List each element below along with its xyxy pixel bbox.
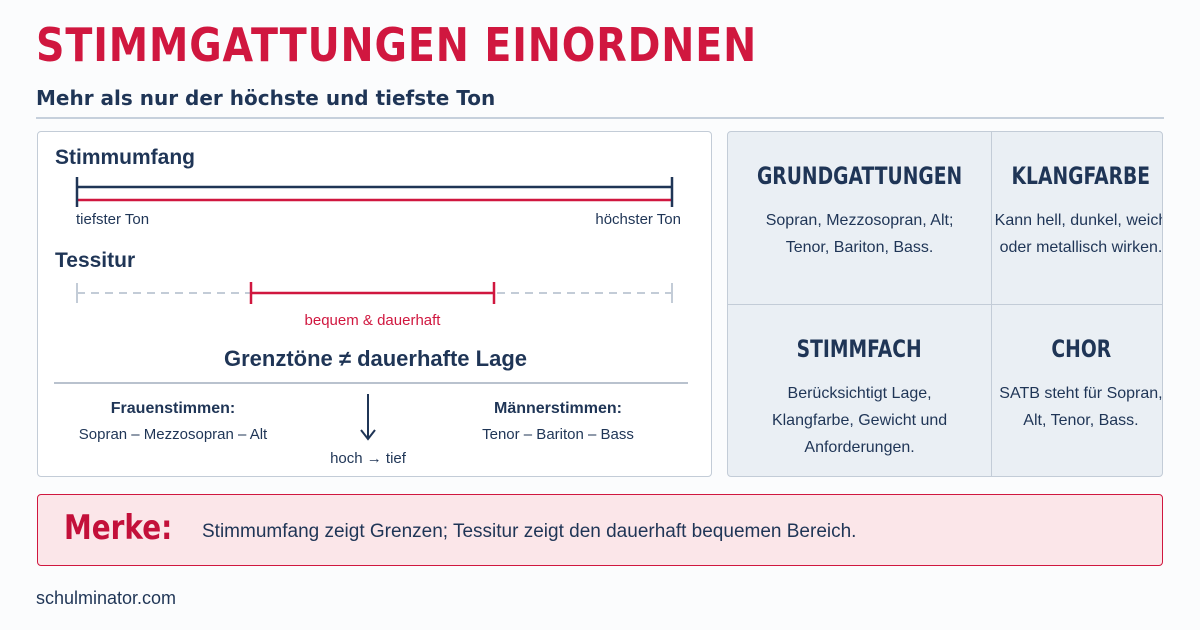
order-label: hoch → tief [330,450,406,467]
women-voices: Frauenstimmen: Sopran – Mezzosopran – Al… [58,400,288,443]
remember-text: Stimmumfang zeigt Grenzen; Tessitur zeig… [202,521,857,542]
card-title: GRUNDGATTUNGEN [756,162,963,190]
limits-heading: Grenztöne ≠ dauerhafte Lage [223,346,527,371]
footer-source: schulminator.com [36,588,177,608]
down-arrow-icon [360,429,376,441]
men-list: Tenor – Bariton – Bass [482,426,634,443]
page-subtitle: Mehr als nur der höchste und tiefste Ton [36,86,496,110]
range-high-label: höchster Ton [595,211,681,228]
card-text: Kann hell, dunkel, weich oder metallisch… [994,211,1163,256]
women-title: Frauenstimmen: [110,400,236,417]
tessitura-label: Tessitur [55,249,136,272]
info-card-grid: GRUNDGATTUNGEN Sopran, Mezzosopran, Alt;… [727,131,1163,477]
remember-box: Merke: Stimmumfang zeigt Grenzen; Tessit… [37,494,1163,566]
men-voices: Männerstimmen: Tenor – Bariton – Bass [443,400,673,443]
card-chor: CHOR SATB steht für Sopran, Alt, Tenor, … [991,304,1163,476]
page-title: STIMMGATTUNGEN EINORDNEN [36,18,758,72]
range-low-label: tiefster Ton [76,211,150,228]
card-text: Sopran, Mezzosopran, Alt; Tenor, Bariton… [765,211,954,256]
card-text: SATB steht für Sopran, Alt, Tenor, Bass. [999,384,1163,429]
card-klangfarbe: KLANGFARBE Kann hell, dunkel, weich oder… [991,132,1163,304]
card-grundgattungen: GRUNDGATTUNGEN Sopran, Mezzosopran, Alt;… [728,132,991,304]
range-label: Stimmumfang [55,146,196,169]
card-title: CHOR [1051,335,1111,363]
card-title: STIMMFACH [797,335,923,363]
header-divider [36,117,1164,119]
women-list: Sopran – Mezzosopran – Alt [78,426,268,443]
tessitura-comfort-label: bequem & dauerhaft [304,312,441,329]
card-stimmfach: STIMMFACH Berücksichtigt Lage, Klangfarb… [728,304,992,476]
range-diagram-panel: Stimmumfang tiefster Ton höchster Ton Te… [37,131,712,477]
card-text: Berücksichtigt Lage, Klangfarbe, Gewicht… [771,384,948,456]
men-title: Männerstimmen: [493,400,623,417]
remember-label: Merke: [64,508,173,548]
card-title: KLANGFARBE [1011,162,1151,190]
range-diagram [54,177,688,441]
